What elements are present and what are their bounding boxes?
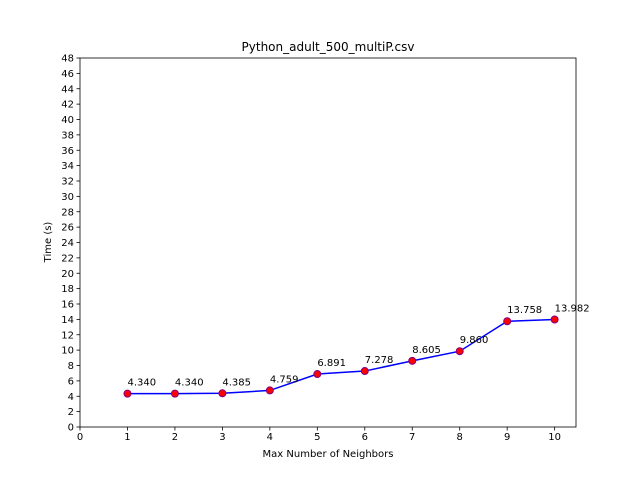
data-point: [550, 315, 559, 324]
y-tick-label: 26: [61, 223, 74, 234]
x-tick-label: 5: [314, 432, 320, 443]
series-line: [127, 318, 555, 395]
data-label: 8.605: [412, 345, 441, 356]
y-tick-label: 18: [61, 284, 74, 295]
x-axis-label: Max Number of Neighbors: [263, 449, 394, 460]
y-tick-label: 4: [68, 392, 74, 403]
y-tick-label: 16: [61, 300, 74, 311]
y-tick-label: 36: [61, 146, 74, 157]
data-point: [218, 389, 227, 398]
y-tick-label: 46: [61, 69, 74, 80]
y-tick-label: 48: [61, 54, 74, 65]
y-tick-label: 0: [68, 423, 74, 434]
chart-title: Python_adult_500_multiP.csv: [242, 40, 415, 54]
data-point: [503, 317, 512, 326]
x-tick-label: 10: [548, 432, 561, 443]
y-tick-label: 44: [61, 84, 74, 95]
x-tick-label: 1: [124, 432, 130, 443]
x-tick-label: 0: [77, 432, 83, 443]
data-point: [408, 356, 417, 365]
y-axis-label: Time (s): [43, 222, 54, 264]
data-point: [360, 367, 369, 376]
x-tick-label: 4: [267, 432, 273, 443]
data-point: [123, 389, 132, 398]
x-tick-label: 2: [172, 432, 178, 443]
x-tick-label: 6: [362, 432, 368, 443]
plot-area: 0 1 2 3 4 5 6 7 8 9 100246810121416182022242628303…: [61, 54, 589, 444]
x-tick-label: 7: [409, 432, 415, 443]
y-tick-label: 20: [61, 269, 74, 280]
y-tick-label: 14: [61, 315, 74, 326]
data-point: [313, 370, 322, 379]
data-label: 9.860: [460, 335, 489, 346]
data-label: 13.758: [507, 305, 542, 316]
data-label: 4.340: [175, 378, 204, 389]
data-label: 6.891: [317, 358, 346, 369]
data-label: 7.278: [365, 355, 394, 366]
x-tick-label: 9: [504, 432, 510, 443]
x-tick-label: 3: [219, 432, 225, 443]
y-tick-label: 34: [61, 161, 74, 172]
data-label: 4.759: [270, 374, 299, 385]
data-point: [455, 347, 464, 356]
data-label: 13.982: [555, 304, 590, 315]
y-tick-label: 22: [61, 253, 74, 264]
y-tick-label: 30: [61, 192, 74, 203]
data-label: 4.340: [127, 378, 156, 389]
y-tick-label: 28: [61, 207, 74, 218]
y-tick-label: 2: [68, 407, 74, 418]
data-point: [170, 389, 179, 398]
y-tick-label: 8: [68, 361, 74, 372]
data-label: 4.385: [222, 377, 251, 388]
y-tick-label: 40: [61, 115, 74, 126]
y-tick-label: 38: [61, 130, 74, 141]
y-tick-label: 12: [61, 330, 74, 341]
y-tick-label: 6: [68, 376, 74, 387]
y-tick-label: 24: [61, 238, 74, 249]
y-tick-label: 10: [61, 346, 74, 357]
x-tick-label: 8: [457, 432, 463, 443]
y-tick-label: 42: [61, 100, 74, 111]
axes-frame: [79, 57, 577, 428]
y-tick-label: 32: [61, 177, 74, 188]
data-point: [265, 386, 274, 395]
